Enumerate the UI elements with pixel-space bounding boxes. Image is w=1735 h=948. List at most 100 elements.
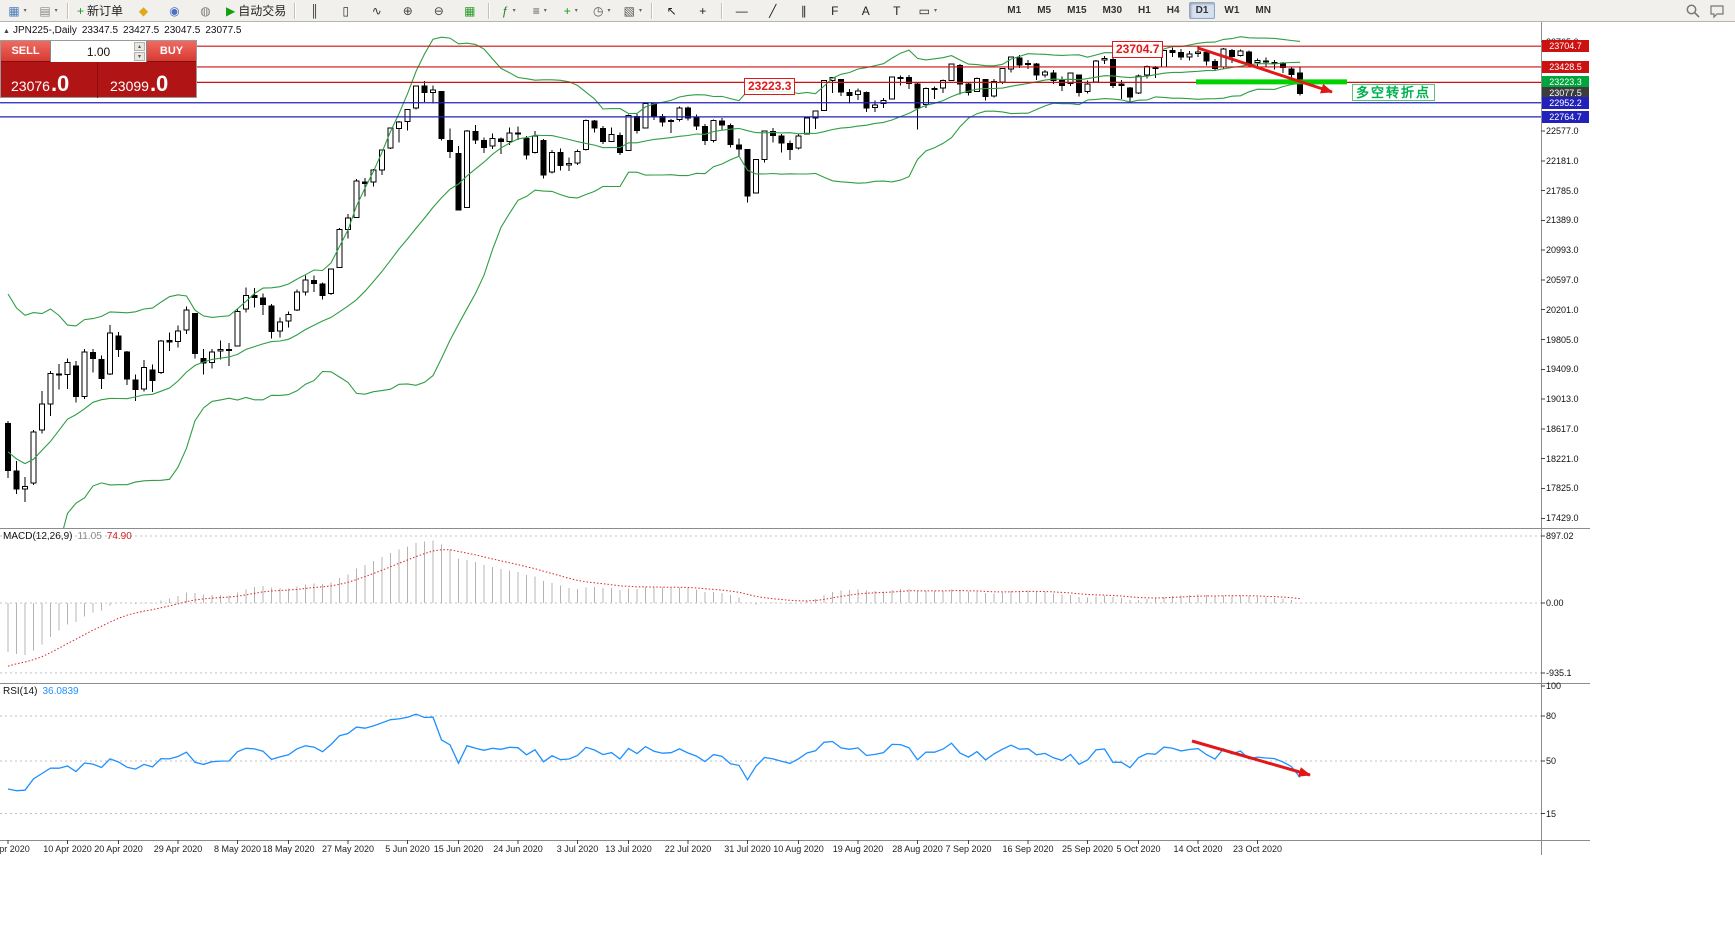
timeframe-d1-button[interactable]: D1 — [1188, 2, 1216, 19]
periods-button[interactable]: ◷ ▾ — [587, 0, 616, 21]
crosshair-button[interactable]: + — [688, 0, 717, 21]
rsi-name: RSI(14) — [3, 686, 38, 697]
chat-icon[interactable] — [1709, 3, 1725, 19]
close-value: 23077.5 — [205, 25, 242, 36]
dropdown-arrow-icon: ▾ — [574, 8, 578, 14]
timeframe-h1-button[interactable]: H1 — [1138, 5, 1151, 16]
timeframe-mn-button[interactable]: MN — [1255, 5, 1271, 16]
toolbar-separator — [651, 2, 654, 19]
search-icon[interactable] — [1685, 3, 1701, 19]
terminal-button[interactable]: ◍ — [191, 0, 220, 21]
indicator-list-icon: ≡ — [532, 3, 540, 18]
rsi-downtrend-arrow — [1191, 739, 1311, 777]
tile-windows-button[interactable]: ▦ — [455, 0, 484, 21]
navigator-button[interactable]: ◉ — [160, 0, 189, 21]
horizontal-lines-layer — [0, 45, 1541, 118]
sell-button[interactable]: SELL — [1, 41, 50, 62]
dropdown-arrow-icon: ▾ — [543, 8, 547, 14]
candle-chart-icon: ▯ — [342, 3, 350, 18]
channel-icon: ∥ — [800, 3, 807, 18]
resistance-price-label[interactable]: 23704.7 — [1112, 41, 1164, 58]
toolbar-buttons-group: ▦ ▾ ▤ ▾ + 新订单 ◆ ◉ ◍ ▶ 自动交易 ║ ▯ ∿ ⊕ ⊖ ▦ ƒ ▾ ≡ ▾ + ▾ ◷ ▾ ▧ ▾ ↖ + ― ╱ ∥ F A T… — [2, 0, 943, 21]
toolbar-separator — [721, 2, 724, 19]
macd-indicator-label: MACD(12,26,9) 11.05 74.90 — [3, 531, 132, 542]
dropdown-arrow-icon: ▾ — [638, 8, 642, 14]
zoom-in-icon: ⊕ — [402, 3, 413, 18]
buy-price-decimals: .0 — [149, 71, 169, 97]
panel-frames — [0, 22, 1590, 855]
timeframe-h4-button[interactable]: H4 — [1166, 5, 1180, 16]
line-chart-icon: ∿ — [371, 3, 382, 18]
volume-input[interactable]: 1.00 ▴ ▾ — [50, 41, 147, 62]
volume-down-button[interactable]: ▾ — [134, 52, 145, 61]
fibonacci-button[interactable]: F — [820, 0, 849, 21]
add-indicator-button[interactable]: + ▾ — [556, 0, 585, 21]
auto-trading-button[interactable]: ▶ 自动交易 — [222, 0, 290, 21]
profiles-button[interactable]: ▤ ▾ — [34, 0, 63, 21]
timeframe-w1-button[interactable]: W1 — [1224, 5, 1240, 16]
dropdown-arrow-icon: ▾ — [607, 8, 611, 14]
zoom-in-button[interactable]: ⊕ — [393, 0, 422, 21]
timeframe-m5-button[interactable]: M5 — [1037, 5, 1052, 16]
buy-button[interactable]: BUY — [147, 41, 196, 62]
toolbar: ▦ ▾ ▤ ▾ + 新订单 ◆ ◉ ◍ ▶ 自动交易 ║ ▯ ∿ ⊕ ⊖ ▦ ƒ ▾ ≡ ▾ + ▾ ◷ ▾ ▧ ▾ ↖ + ― ╱ ∥ F A T… — [0, 0, 1735, 22]
timeframe-m15-button[interactable]: M15 — [1067, 5, 1087, 16]
line-chart-button[interactable]: ∿ — [362, 0, 391, 21]
shapes-button[interactable]: ▭ ▾ — [913, 0, 942, 21]
zoom-out-button[interactable]: ⊖ — [424, 0, 453, 21]
indicators-button[interactable]: ƒ ▾ — [494, 0, 523, 21]
symbol-name: JPN225-,Daily — [12, 25, 77, 36]
periods-icon: ◷ — [593, 3, 604, 18]
profiles-icon: ▤ — [39, 3, 51, 18]
channel-button[interactable]: ∥ — [789, 0, 818, 21]
candles-layer — [5, 46, 1303, 503]
new-order-icon: + — [77, 3, 85, 18]
auto-trading-button-label: 自动交易 — [238, 4, 287, 18]
new-order-button[interactable]: + 新订单 — [73, 0, 127, 21]
new-chart-icon: ▦ — [8, 3, 20, 18]
dropdown-arrow-icon: ▾ — [23, 8, 27, 14]
market-watch-icon: ◆ — [138, 3, 149, 18]
timeframe-m1-button[interactable]: M1 — [1007, 5, 1022, 16]
toolbar-separator — [294, 2, 297, 19]
cursor-button[interactable]: ↖ — [657, 0, 686, 21]
text-icon: A — [861, 3, 870, 18]
rsi-layer — [0, 713, 1541, 814]
market-watch-button[interactable]: ◆ — [129, 0, 158, 21]
bollinger-bands-layer — [7, 36, 1301, 528]
buy-price[interactable]: 23099 .0 — [97, 62, 196, 98]
text-button[interactable]: A — [851, 0, 880, 21]
timeframes-toolbar: M1 M5 M15 M30 H1 H4 D1 W1 MN — [999, 2, 1279, 19]
turning-point-label[interactable]: 多空转折点 — [1352, 84, 1436, 101]
shapes-icon: ▭ — [918, 3, 930, 18]
toolbar-right-group — [1685, 3, 1733, 19]
horizontal-line-button[interactable]: ― — [727, 0, 756, 21]
low-value: 23047.5 — [164, 25, 201, 36]
volume-up-button[interactable]: ▴ — [134, 42, 145, 51]
add-indicator-icon: + — [563, 3, 571, 18]
fibonacci-icon: F — [831, 3, 839, 18]
tile-windows-icon: ▦ — [464, 3, 476, 18]
dropdown-arrow-icon: ▾ — [512, 8, 516, 14]
one-click-trading-panel: SELL 1.00 ▴ ▾ BUY 23076 .0 23099 .0 — [0, 40, 197, 98]
sell-price-main: 23076 — [11, 78, 50, 94]
templates-button[interactable]: ▧ ▾ — [618, 0, 647, 21]
support-price-label[interactable]: 23223.3 — [744, 78, 796, 95]
bar-chart-button[interactable]: ║ — [300, 0, 329, 21]
trendline-button[interactable]: ╱ — [758, 0, 787, 21]
trendline-icon: ╱ — [769, 3, 777, 18]
sell-price[interactable]: 23076 .0 — [1, 62, 97, 98]
indicator-list-button[interactable]: ≡ ▾ — [525, 0, 554, 21]
timeframe-m30-button[interactable]: M30 — [1102, 5, 1122, 16]
new-order-button-label: 新订单 — [87, 4, 124, 18]
macd-signal-value: 74.90 — [106, 531, 132, 542]
expand-triangle-icon: ▲ — [3, 28, 10, 35]
dropdown-arrow-icon: ▾ — [933, 8, 937, 14]
new-chart-button[interactable]: ▦ ▾ — [3, 0, 32, 21]
label-button[interactable]: T — [882, 0, 911, 21]
downtrend-arrow — [1197, 46, 1333, 94]
templates-icon: ▧ — [623, 3, 635, 18]
candle-chart-button[interactable]: ▯ — [331, 0, 360, 21]
